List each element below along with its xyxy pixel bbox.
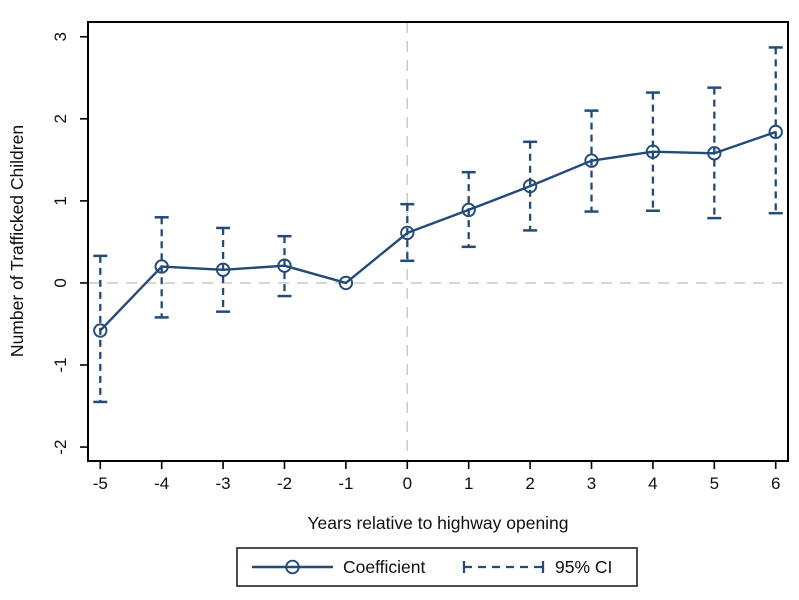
coefficient-marker — [400, 225, 415, 241]
x-tick-label: 3 — [587, 474, 596, 493]
x-tick-label: -4 — [154, 474, 169, 493]
y-tick-label: 1 — [51, 196, 70, 205]
x-tick-label: -1 — [338, 474, 353, 493]
coefficient-marker — [93, 323, 108, 338]
legend-ci-label: 95% CI — [555, 557, 612, 577]
coefficient-marker — [522, 178, 538, 194]
coefficient-marker — [215, 262, 231, 277]
legend-coefficient-marker-icon — [285, 559, 300, 575]
x-tick-label: 5 — [710, 474, 719, 493]
x-tick-label: 2 — [525, 474, 534, 493]
x-tick-label: -3 — [216, 474, 231, 493]
y-tick-label: -2 — [51, 439, 70, 454]
coefficient-marker — [645, 144, 661, 159]
x-tick-label: 4 — [648, 474, 657, 493]
y-tick-label: 0 — [51, 278, 70, 287]
coefficient-marker — [338, 275, 354, 291]
coefficient-marker — [461, 202, 476, 218]
x-axis-title: Years relative to highway opening — [307, 513, 568, 533]
y-tick-label: -1 — [51, 357, 70, 372]
coefficient-marker — [584, 153, 599, 168]
coefficient-marker — [768, 124, 783, 140]
x-tick-label: 1 — [464, 474, 473, 493]
plot-border — [87, 21, 789, 462]
x-tick-label: 0 — [403, 474, 412, 493]
coefficient-marker — [154, 259, 169, 274]
coefficient-marker — [707, 146, 722, 161]
ci-errorbar — [523, 140, 538, 232]
legend-coefficient-label: Coefficient — [343, 557, 426, 577]
y-axis-title: Number of Trafficked Children — [7, 125, 27, 357]
x-tick-label: 6 — [771, 474, 780, 493]
ci-errorbar — [768, 46, 783, 215]
legend-ci-sample-line — [462, 561, 545, 573]
coefficient-marker — [277, 258, 292, 273]
ci-errorbar — [645, 91, 660, 212]
y-tick-label: 2 — [51, 114, 70, 123]
coefficient-line — [99, 130, 777, 332]
x-tick-label: -5 — [93, 474, 108, 493]
legend: Coefficient 95% CI — [236, 547, 638, 587]
x-tick-label: -2 — [277, 474, 292, 493]
y-tick-label: 3 — [51, 32, 70, 41]
